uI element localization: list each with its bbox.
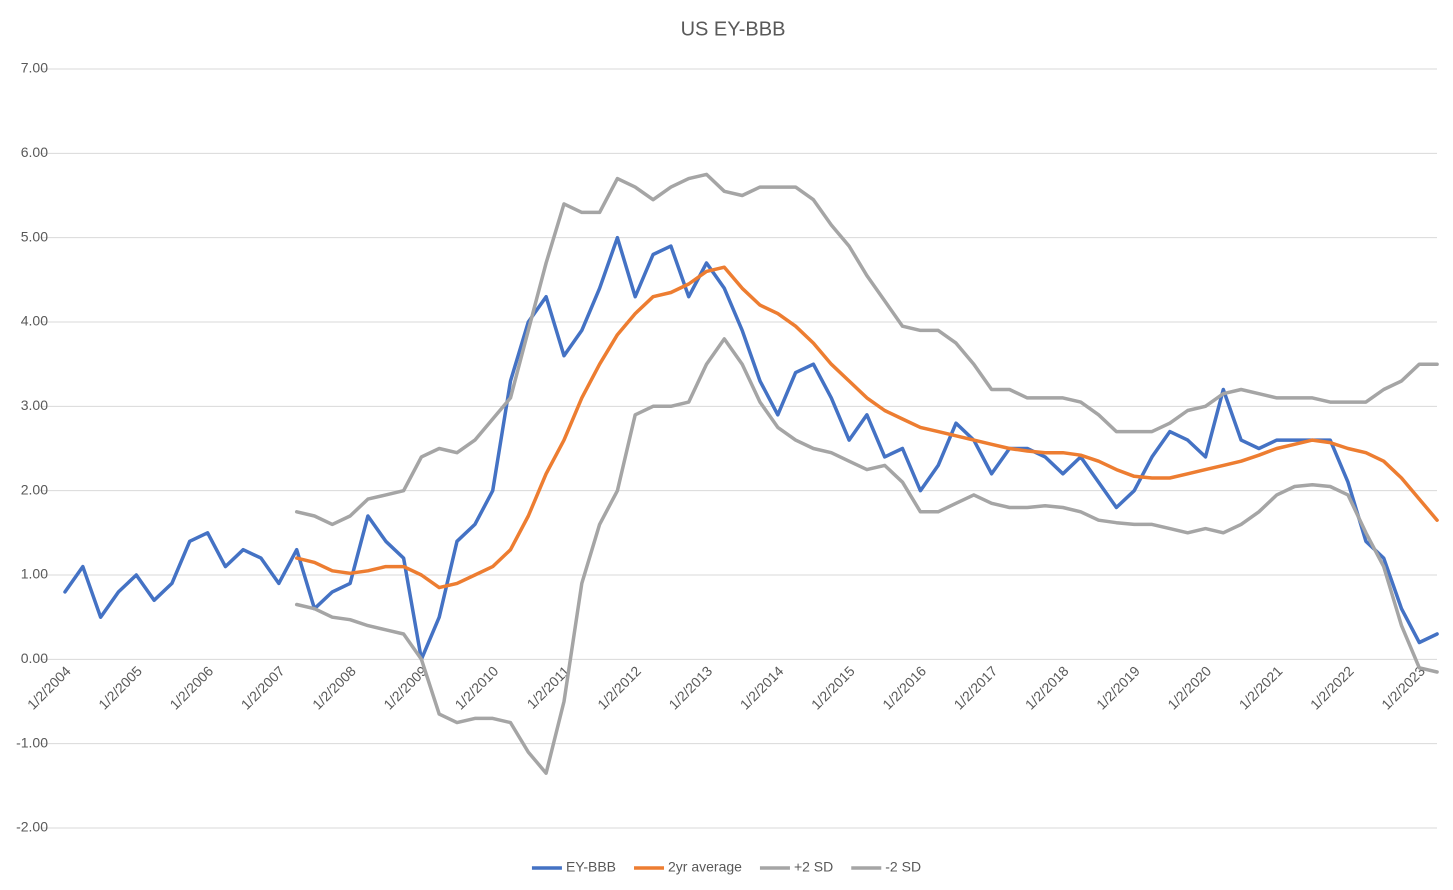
series-line: [294, 172, 1439, 527]
legend-item: -2 SD: [851, 859, 921, 875]
y-tick-label: 1.00: [21, 566, 48, 582]
series-line: [63, 235, 1439, 662]
legend-item: +2 SD: [759, 859, 833, 875]
chart-title: US EY-BBB: [681, 18, 786, 40]
y-tick-label: 6.00: [21, 144, 48, 160]
legend-label: -2 SD: [885, 859, 921, 875]
y-tick-label: -1.00: [16, 734, 48, 750]
y-tick-label: 5.00: [21, 228, 48, 244]
legend-label: EY-BBB: [566, 859, 616, 875]
y-tick-label: 2.00: [21, 481, 48, 497]
y-tick-label: 4.00: [21, 313, 48, 329]
y-tick-label: 0.00: [21, 650, 48, 666]
series-line: [294, 265, 1439, 590]
series-line: [294, 337, 1439, 775]
legend-item: EY-BBB: [531, 859, 616, 875]
legend-label: +2 SD: [794, 859, 833, 875]
legend-item: 2yr average: [634, 859, 742, 875]
legend-label: 2yr average: [668, 859, 742, 875]
legend: EY-BBB 2yr average +2 SD -2 SD: [531, 859, 921, 875]
y-tick-label: 7.00: [21, 60, 48, 76]
y-tick-label: -2.00: [16, 819, 48, 835]
y-tick-label: 3.00: [21, 397, 48, 413]
